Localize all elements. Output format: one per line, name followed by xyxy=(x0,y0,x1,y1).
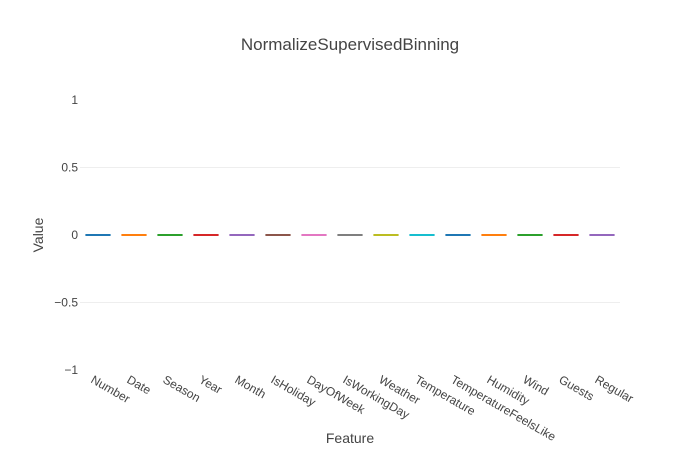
y-tick-label: −0.5 xyxy=(54,296,78,310)
y-tick-label: 1 xyxy=(71,93,78,107)
y-tick-label: 0 xyxy=(71,228,78,242)
bar xyxy=(553,234,579,236)
bar xyxy=(445,234,471,236)
bar xyxy=(193,234,219,236)
bar xyxy=(337,234,363,236)
y-axis-ticks: −1 −0.5 0 0.5 1 xyxy=(54,93,78,377)
bar xyxy=(517,234,543,236)
bar xyxy=(409,234,435,236)
bar xyxy=(121,234,147,236)
y-tick-label: 0.5 xyxy=(61,161,78,175)
bar xyxy=(265,234,291,236)
bar xyxy=(157,234,183,236)
x-axis-label: Feature xyxy=(326,430,374,446)
bar xyxy=(589,234,615,236)
y-axis-label: Value xyxy=(30,217,46,252)
bar xyxy=(301,234,327,236)
bar xyxy=(373,234,399,236)
bars xyxy=(85,234,615,236)
bar xyxy=(481,234,507,236)
bar xyxy=(229,234,255,236)
chart-title: NormalizeSupervisedBinning xyxy=(241,35,459,54)
bar xyxy=(85,234,111,236)
y-tick-label: −1 xyxy=(64,363,78,377)
grid-lines xyxy=(80,167,620,303)
